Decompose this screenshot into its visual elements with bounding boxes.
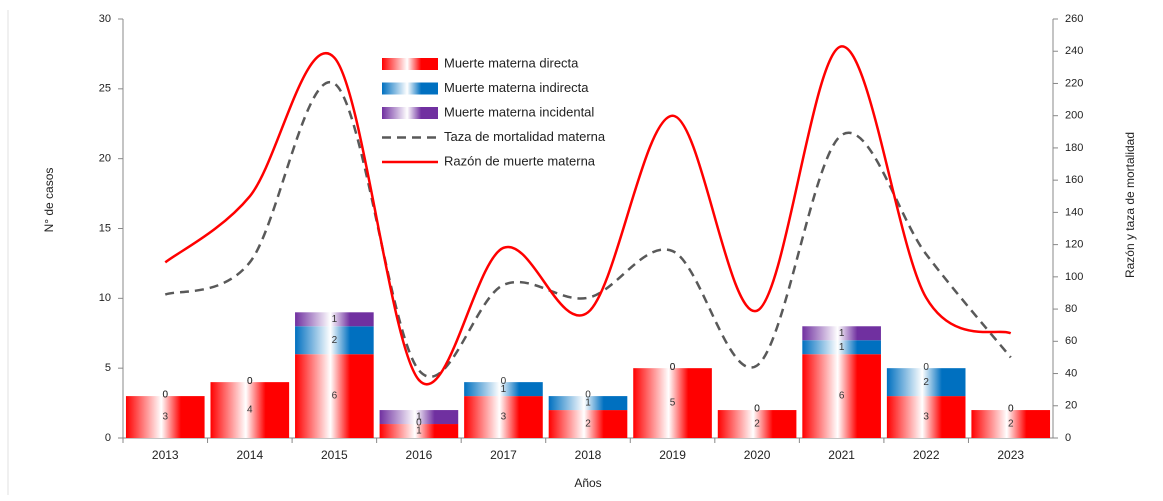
data-label: 0 <box>162 390 168 401</box>
x-tick-label: 2015 <box>321 448 348 462</box>
data-label: 1 <box>332 314 338 325</box>
bar-segment <box>295 312 374 327</box>
data-label: 1 <box>839 342 845 353</box>
y2-axis-label: Razón y taza de mortalidad <box>1123 132 1137 278</box>
y2-tick-label: 40 <box>1065 367 1077 379</box>
data-label: 1 <box>585 398 591 409</box>
bar-segment <box>886 368 966 397</box>
data-label: 3 <box>501 412 507 423</box>
y2-tick-label: 180 <box>1065 142 1083 154</box>
y-tick-label: 10 <box>99 292 111 304</box>
line-series <box>164 80 1012 379</box>
data-label: 1 <box>501 384 507 395</box>
y2-tick-label: 0 <box>1065 432 1071 444</box>
data-label: 0 <box>754 404 760 415</box>
y-tick-label: 20 <box>99 153 111 165</box>
bar-segment <box>295 326 374 355</box>
data-label: 3 <box>923 412 929 423</box>
x-axis-label: Años <box>574 476 601 490</box>
data-label: 0 <box>1008 404 1014 415</box>
legend-swatch <box>382 107 438 119</box>
x-tick-label: 2014 <box>236 448 263 462</box>
bar-segment <box>886 396 966 438</box>
data-label: 2 <box>332 335 338 346</box>
y2-tick-label: 160 <box>1065 174 1083 186</box>
legend-swatch <box>382 82 438 95</box>
bar-segment <box>295 354 374 438</box>
data-label: 3 <box>162 412 168 423</box>
y-tick-label: 25 <box>99 83 111 95</box>
data-label: 1 <box>839 328 845 339</box>
data-label: 0 <box>501 376 507 387</box>
data-label: 2 <box>923 377 929 388</box>
bar-segment <box>633 368 712 438</box>
bar-segment <box>379 424 459 438</box>
y-axis-label: N° de casos <box>42 168 56 233</box>
bar-segment <box>464 396 543 438</box>
legend-label: Taza de mortalidad materna <box>444 129 606 144</box>
legend-swatch <box>382 58 438 70</box>
x-tick-label: 2013 <box>152 448 179 462</box>
bar-segment <box>802 340 881 355</box>
data-label: 6 <box>332 391 338 402</box>
data-label: 0 <box>670 362 676 373</box>
data-label: 0 <box>754 404 760 415</box>
y2-tick-label: 100 <box>1065 271 1083 283</box>
legend-label: Razón de muerte materna <box>444 153 596 168</box>
legend-label: Muerte materna indirecta <box>444 80 589 95</box>
y-tick-label: 5 <box>105 362 111 374</box>
bar-segment <box>717 410 797 438</box>
data-label: 0 <box>585 390 591 401</box>
y2-tick-label: 60 <box>1065 335 1077 347</box>
data-label: 4 <box>247 405 253 416</box>
y2-tick-label: 140 <box>1065 206 1083 218</box>
bar-segment <box>210 382 290 438</box>
y-tick-label: 30 <box>99 13 111 25</box>
y-tick-label: 15 <box>99 222 111 234</box>
data-label: 0 <box>416 418 422 429</box>
data-label: 0 <box>670 362 676 373</box>
data-label: 1 <box>416 412 422 423</box>
data-label: 0 <box>1008 404 1014 415</box>
y2-tick-label: 240 <box>1065 45 1083 57</box>
data-label: 0 <box>247 376 253 387</box>
bar-segment <box>971 410 1051 438</box>
bar-segment <box>802 354 881 438</box>
bar-segment <box>548 396 628 411</box>
data-label: 2 <box>585 419 591 430</box>
x-tick-label: 2017 <box>490 448 517 462</box>
data-label: 6 <box>839 391 845 402</box>
x-tick-label: 2019 <box>659 448 686 462</box>
x-tick-label: 2016 <box>406 448 433 462</box>
y2-tick-label: 80 <box>1065 303 1077 315</box>
y2-tick-label: 20 <box>1065 400 1077 412</box>
data-label: 0 <box>247 376 253 387</box>
data-label: 5 <box>670 398 676 409</box>
data-label: 0 <box>923 362 929 373</box>
x-tick-label: 2020 <box>744 448 771 462</box>
x-tick-label: 2021 <box>828 448 855 462</box>
bar-segment <box>802 326 881 341</box>
y2-tick-label: 260 <box>1065 13 1083 25</box>
bar-segment <box>379 410 459 425</box>
x-tick-label: 2018 <box>575 448 602 462</box>
legend-label: Muerte materna incidental <box>444 104 594 119</box>
y2-tick-label: 220 <box>1065 77 1083 89</box>
data-label: 2 <box>1008 419 1014 430</box>
bar-segment <box>125 396 205 438</box>
y2-tick-label: 200 <box>1065 110 1083 122</box>
x-tick-label: 2023 <box>997 448 1024 462</box>
x-tick-label: 2022 <box>913 448 940 462</box>
data-label: 0 <box>162 390 168 401</box>
legend-label: Muerte materna directa <box>444 55 579 70</box>
y-tick-label: 0 <box>105 432 111 444</box>
line-series <box>164 45 1012 386</box>
data-label: 1 <box>416 426 422 437</box>
y2-tick-label: 120 <box>1065 239 1083 251</box>
bar-segment <box>464 382 543 397</box>
data-label: 2 <box>754 419 760 430</box>
bar-segment <box>548 410 628 438</box>
